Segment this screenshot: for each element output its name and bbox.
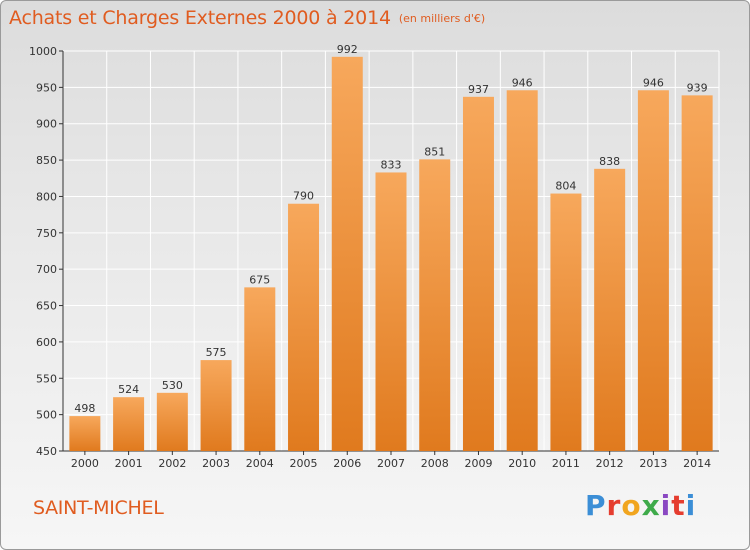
x-tick-label: 2014 [683, 457, 711, 470]
logo-letter: r [606, 489, 622, 522]
x-tick-label: 2012 [596, 457, 624, 470]
bar [244, 287, 276, 451]
data-label: 675 [249, 273, 270, 286]
bar [375, 172, 407, 452]
x-tick-label: 2009 [464, 457, 492, 470]
y-tick-label: 950 [36, 81, 57, 94]
x-tick-label: 2011 [552, 457, 580, 470]
bar [594, 168, 626, 451]
data-label: 530 [162, 379, 183, 392]
data-label: 804 [555, 180, 576, 193]
data-label: 790 [293, 190, 314, 203]
y-tick-label: 850 [36, 154, 57, 167]
x-tick-label: 2006 [333, 457, 361, 470]
bar [637, 90, 669, 451]
y-tick-label: 900 [36, 118, 57, 131]
y-tick-label: 800 [36, 190, 57, 203]
data-label: 946 [643, 76, 664, 89]
logo-letter: i [685, 489, 697, 522]
x-tick-label: 2010 [508, 457, 536, 470]
x-tick-label: 2008 [421, 457, 449, 470]
x-tick-label: 2000 [71, 457, 99, 470]
tick-labels: 450 500 550 600 650 700 750 800 850 900 950 1000 200… [29, 45, 711, 470]
logo-letter: t [671, 489, 686, 522]
data-label: 946 [512, 76, 533, 89]
y-tick-label: 500 [36, 409, 57, 422]
location-label: SAINT-MICHEL [33, 497, 164, 519]
data-label: 937 [468, 83, 489, 96]
bar [288, 203, 320, 451]
y-tick-label: 600 [36, 336, 57, 349]
y-tick-label: 550 [36, 372, 57, 385]
data-label: 939 [687, 81, 708, 94]
data-labels: 498 524 530 575 675 790 992 833 851 937 946 804 838 9… [74, 43, 707, 415]
x-tick-label: 2007 [377, 457, 405, 470]
x-tick-label: 2003 [202, 457, 230, 470]
chart-unit: (en milliers d'€) [398, 12, 486, 25]
x-tick-label: 2001 [115, 457, 143, 470]
x-tick-label: 2013 [639, 457, 667, 470]
bar [419, 159, 451, 451]
bar [681, 95, 713, 451]
data-label: 524 [118, 383, 139, 396]
bar [506, 90, 538, 451]
bars [69, 56, 713, 452]
logo-letter: x [641, 489, 661, 522]
chart-title: Achats et Charges Externes 2000 à 2014 (e… [9, 7, 485, 29]
data-label: 833 [381, 158, 402, 171]
y-tick-label: 1000 [29, 45, 57, 58]
bar [113, 397, 145, 451]
bar [550, 193, 582, 451]
y-tick-label: 700 [36, 263, 57, 276]
logo-letter: i [660, 489, 672, 522]
y-tick-label: 750 [36, 227, 57, 240]
bar [200, 360, 232, 451]
logo-letter: P [585, 489, 607, 522]
bar [331, 56, 363, 452]
y-tick-label: 650 [36, 300, 57, 313]
data-label: 992 [337, 43, 358, 56]
bar [462, 96, 494, 452]
data-label: 575 [206, 346, 227, 359]
data-label: 498 [74, 402, 95, 415]
chart-title-text: Achats et Charges Externes 2000 à 2014 [9, 7, 391, 29]
x-tick-label: 2005 [290, 457, 318, 470]
bar [69, 416, 101, 451]
logo-letter: o [621, 489, 642, 522]
y-tick-label: 450 [36, 445, 57, 458]
x-tick-label: 2002 [158, 457, 186, 470]
x-tick-label: 2004 [246, 457, 274, 470]
data-label: 838 [599, 155, 620, 168]
data-label: 851 [424, 145, 445, 158]
bar [156, 392, 188, 451]
proxiti-logo[interactable]: Proxiti [585, 489, 696, 522]
